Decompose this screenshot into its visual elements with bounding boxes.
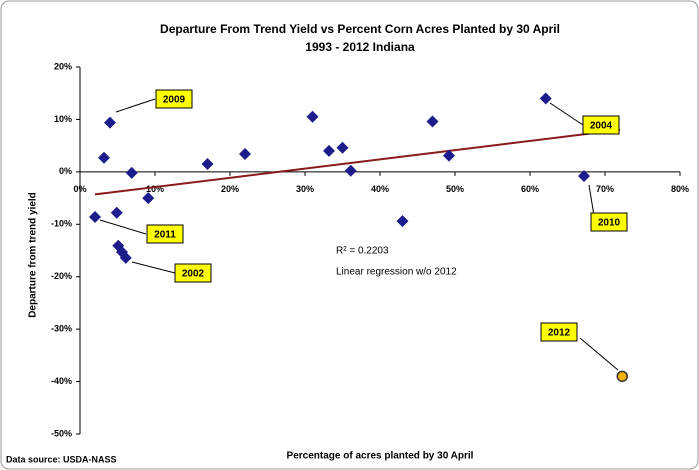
x-tick-label: 50% — [446, 184, 464, 194]
y-tick-label: -10% — [51, 219, 72, 229]
callout-label: 2012 — [548, 328, 571, 339]
r-squared: R² = 0.2203 — [336, 246, 389, 257]
x-tick-label: 10% — [146, 184, 164, 194]
point — [119, 251, 132, 264]
point — [344, 164, 357, 177]
y-tick-label: 10% — [54, 114, 72, 124]
point — [616, 370, 628, 383]
point — [443, 149, 455, 162]
point — [323, 144, 335, 157]
callout-line — [131, 261, 176, 274]
x-tick-label: 60% — [521, 184, 539, 194]
x-tick-label: 20% — [221, 184, 239, 194]
point — [110, 206, 123, 219]
callout-box — [540, 322, 578, 342]
callout-line — [99, 219, 147, 235]
point — [578, 170, 590, 183]
point — [89, 210, 101, 223]
regression-note: Linear regression w/o 2012 — [336, 267, 457, 278]
y-tick-label: 0% — [59, 166, 72, 176]
y-tick-label: -30% — [51, 324, 72, 334]
callout-box — [146, 224, 184, 244]
x-tick-label: 80% — [671, 184, 689, 194]
callout-label: 2011 — [154, 230, 176, 241]
point — [426, 115, 439, 128]
callout-line — [579, 337, 619, 371]
point — [306, 110, 319, 123]
x-tick-label: 40% — [371, 184, 389, 194]
y-tick-label: 20% — [54, 61, 72, 71]
y-tick-label: -50% — [51, 428, 72, 438]
x-tick-label: 30% — [296, 184, 314, 194]
callout-box — [582, 115, 620, 135]
chart-subtitle: 1993 - 2012 Indiana — [305, 40, 415, 54]
trend-line — [94, 128, 621, 196]
point — [125, 166, 138, 179]
point — [201, 157, 214, 170]
y-tick-label: -20% — [51, 271, 72, 281]
x-tick-label: 0% — [73, 184, 86, 194]
callout-box — [590, 212, 628, 232]
x-axis-label: Percentage of acres planted by 30 April — [287, 451, 474, 462]
callout-label: 2009 — [163, 95, 186, 106]
point — [336, 141, 349, 154]
point — [539, 92, 552, 105]
point — [142, 192, 155, 205]
point — [104, 116, 116, 129]
x-tick-label: 70% — [596, 184, 614, 194]
point — [239, 148, 251, 161]
point — [396, 215, 409, 228]
callout-box — [155, 89, 193, 109]
source: Data source: USDA-NASS — [6, 454, 117, 464]
point — [98, 151, 110, 164]
callout-label: 2002 — [182, 269, 205, 280]
y-tick-label: -40% — [51, 376, 72, 386]
callout-label: 2010 — [598, 218, 621, 229]
callout-box — [174, 263, 212, 283]
chart-title: Departure From Trend Yield vs Percent Co… — [160, 22, 560, 36]
y-axis-label: Departure from trend yield — [28, 192, 39, 318]
callout-label: 2004 — [590, 121, 613, 132]
callout-line — [115, 98, 156, 113]
callout-line — [549, 102, 584, 126]
